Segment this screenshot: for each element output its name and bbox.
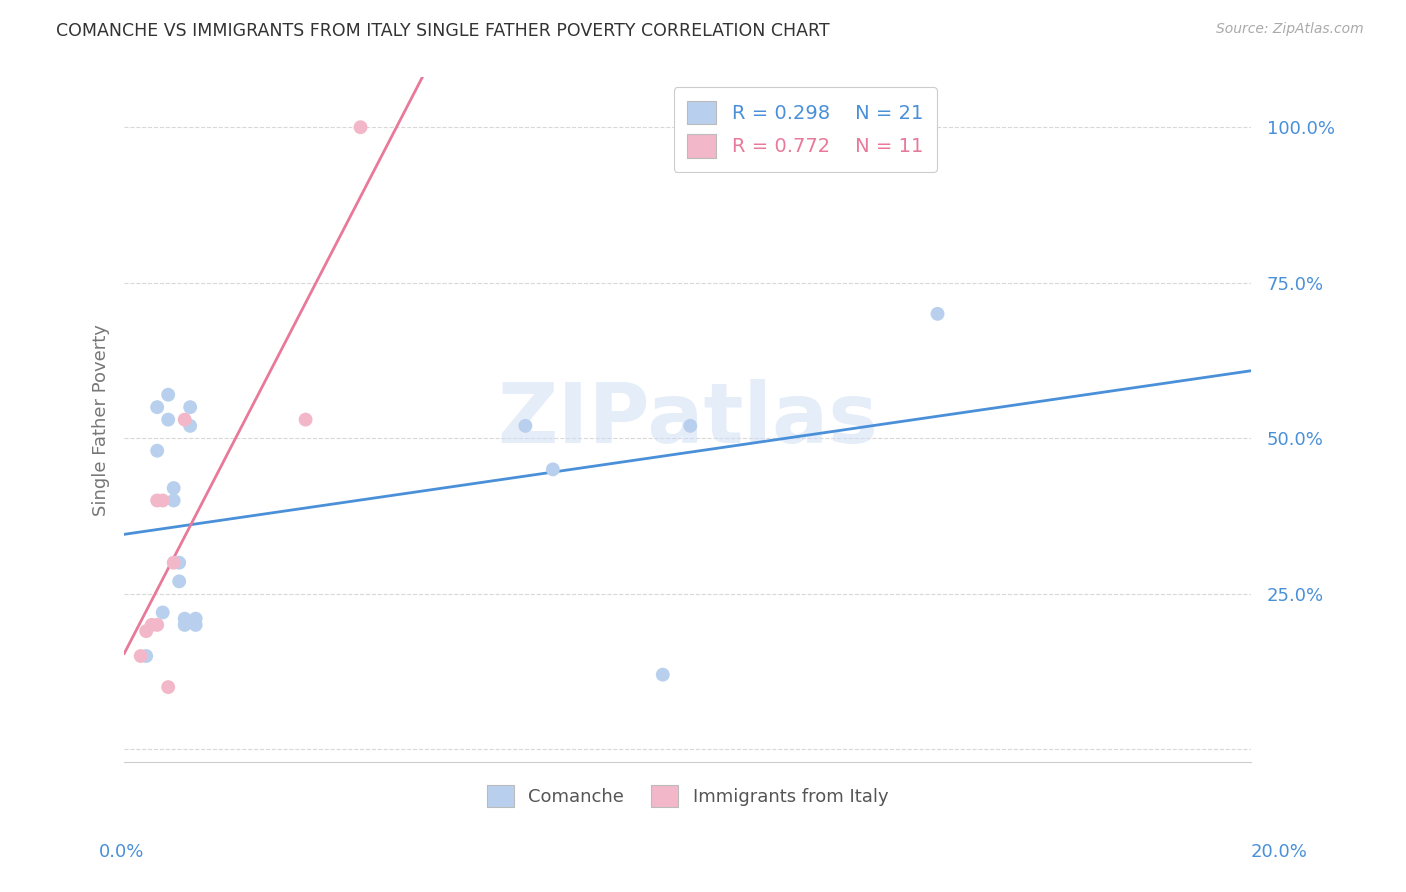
Point: [135, 624, 157, 639]
Legend: Comanche, Immigrants from Italy: Comanche, Immigrants from Italy: [479, 778, 896, 814]
Point: [167, 556, 190, 570]
Point: [146, 400, 169, 414]
Point: [651, 667, 673, 681]
Point: [163, 556, 186, 570]
Text: 0.0%: 0.0%: [98, 843, 143, 861]
Point: [157, 388, 180, 402]
Point: [679, 418, 702, 433]
Point: [163, 493, 186, 508]
Point: [152, 606, 174, 620]
Point: [157, 412, 180, 426]
Point: [927, 307, 949, 321]
Point: [179, 418, 201, 433]
Point: [173, 618, 195, 632]
Text: ZIPatlas: ZIPatlas: [496, 379, 877, 460]
Point: [349, 120, 371, 135]
Point: [515, 418, 537, 433]
Point: [146, 443, 169, 458]
Point: [146, 618, 169, 632]
Point: [541, 462, 564, 476]
Point: [184, 612, 207, 626]
Point: [173, 412, 195, 426]
Point: [129, 648, 152, 663]
Point: [141, 618, 163, 632]
Point: [146, 493, 169, 508]
Point: [135, 648, 157, 663]
Point: [163, 481, 186, 495]
Y-axis label: Single Father Poverty: Single Father Poverty: [93, 324, 110, 516]
Point: [152, 493, 174, 508]
Text: Source: ZipAtlas.com: Source: ZipAtlas.com: [1216, 22, 1364, 37]
Text: 20.0%: 20.0%: [1251, 843, 1308, 861]
Point: [294, 412, 316, 426]
Point: [167, 574, 190, 589]
Text: COMANCHE VS IMMIGRANTS FROM ITALY SINGLE FATHER POVERTY CORRELATION CHART: COMANCHE VS IMMIGRANTS FROM ITALY SINGLE…: [56, 22, 830, 40]
Point: [184, 618, 207, 632]
Point: [179, 400, 201, 414]
Point: [173, 612, 195, 626]
Point: [157, 680, 180, 694]
